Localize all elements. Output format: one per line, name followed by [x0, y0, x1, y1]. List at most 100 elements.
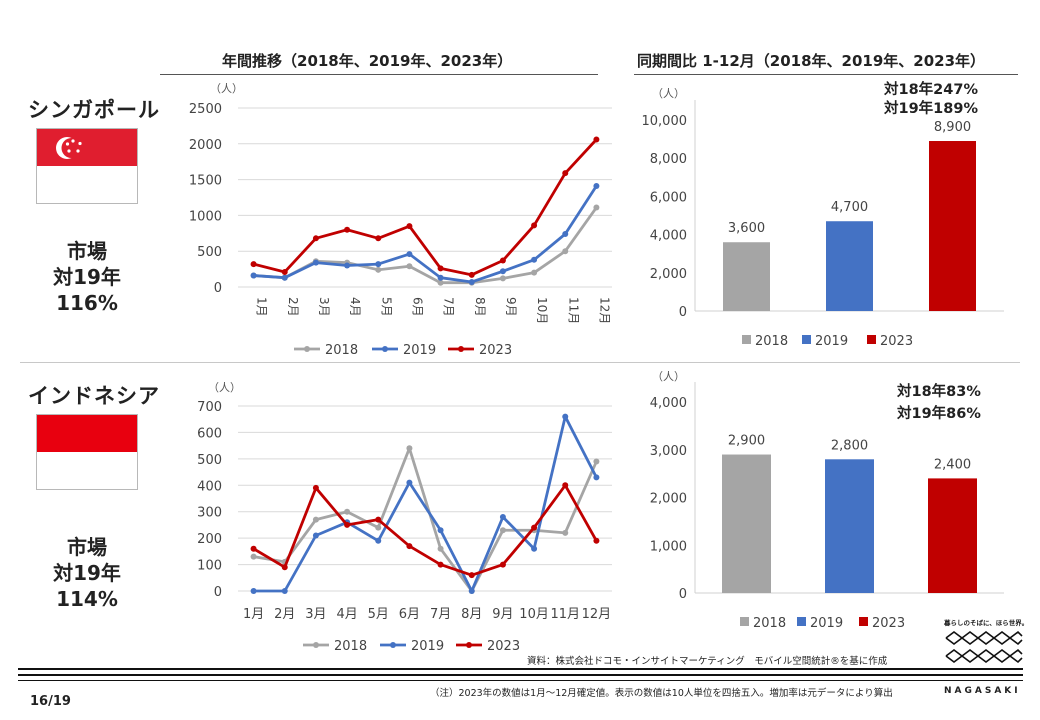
singapore-flag — [36, 128, 138, 204]
data-point — [531, 524, 538, 531]
data-point — [406, 251, 413, 258]
footer-rule-middle — [18, 674, 1023, 676]
annual-trend-heading: 年間推移（2018年、2019年、2023年） — [222, 52, 513, 70]
x-tick-label: 5月 — [379, 297, 393, 317]
y-tick-label: 2,000 — [650, 492, 687, 507]
x-tick-label: 9月 — [492, 607, 513, 622]
data-point — [499, 268, 506, 275]
source-note: 資料：株式会社ドコモ・インサイトマーケティング モバイル空間統計®を基に作成 — [527, 656, 888, 667]
data-point — [250, 272, 257, 279]
legend-swatch-2023 — [867, 335, 876, 344]
legend-label-2018: 2018 — [325, 343, 358, 358]
data-point — [499, 527, 506, 534]
x-tick-label: 8月 — [461, 607, 482, 622]
data-point — [437, 265, 444, 272]
y-tick-label: 100 — [197, 559, 222, 574]
data-point — [344, 226, 351, 233]
data-point — [375, 524, 382, 531]
data-point — [250, 588, 257, 594]
y-tick-label: 3,000 — [650, 444, 687, 459]
bar-value-label: 8,900 — [934, 120, 971, 135]
y-tick-label: 600 — [197, 426, 222, 441]
growth-annotation: 対18年83% — [896, 382, 981, 400]
x-tick-label: 12月 — [597, 297, 611, 324]
x-tick-label: 2月 — [286, 297, 300, 317]
data-point — [281, 274, 288, 281]
legend-marker-2023 — [466, 642, 472, 648]
legend-swatch-2023 — [859, 617, 868, 626]
y-tick-label: 2000 — [189, 138, 222, 153]
legend-label-2019: 2019 — [815, 334, 848, 349]
data-point — [437, 561, 444, 568]
y-axis-unit-label: （人） — [210, 82, 243, 95]
y-tick-label: 10,000 — [642, 114, 688, 129]
bar-value-label: 3,600 — [728, 221, 765, 236]
logo-tagline: 暮らしのそばに、ほら世界。 — [944, 619, 1029, 627]
data-point — [375, 516, 382, 523]
data-point — [312, 484, 319, 491]
data-point — [499, 257, 506, 264]
section-divider — [20, 362, 1020, 363]
indonesia-market-ratio: 市場 対19年 114% — [32, 534, 142, 612]
country-name-singapore: シンガポール — [28, 98, 160, 122]
legend-label-2018: 2018 — [755, 334, 788, 349]
logo-wordmark: NAGASAKI — [944, 686, 1021, 696]
growth-annotation: 対19年189% — [883, 99, 978, 117]
footer-rule-bottom — [18, 680, 1023, 681]
x-tick-label: 4月 — [336, 607, 357, 622]
y-tick-label: 1,000 — [650, 539, 687, 554]
market-label: 市場 — [67, 535, 107, 559]
x-tick-label: 1月 — [255, 297, 269, 317]
data-point — [499, 275, 506, 282]
data-point — [593, 537, 600, 544]
y-tick-label: 2500 — [189, 102, 222, 117]
data-point — [375, 235, 382, 242]
y-tick-label: 300 — [197, 506, 222, 521]
country-name-indonesia: インドネシア — [28, 384, 160, 408]
bar-value-label: 2,900 — [728, 434, 765, 449]
period-comparison-heading: 同期間比 1-12月（2018年、2019年、2023年） — [637, 52, 986, 70]
y-axis-unit-label: （人） — [208, 381, 241, 394]
legend-label-2023: 2023 — [880, 334, 913, 349]
y-tick-label: 1000 — [189, 209, 222, 224]
data-point — [250, 261, 257, 268]
data-point — [250, 545, 257, 552]
data-point — [468, 271, 475, 278]
bar-value-label: 2,800 — [831, 438, 868, 453]
data-point — [344, 508, 351, 515]
y-tick-label: 0 — [214, 585, 222, 600]
indonesia-monthly-line-chart: （人） 0 100 200 300 400 500 600 700 1月 2月 3月 4月 5月 6月 7月 8… — [197, 381, 612, 654]
legend-marker-2018 — [313, 642, 319, 648]
x-tick-label: 5月 — [368, 607, 389, 622]
data-point — [281, 588, 288, 594]
data-point — [531, 269, 538, 276]
data-point — [562, 482, 569, 489]
y-tick-label: 500 — [197, 453, 222, 468]
series-line-2019 — [253, 185, 598, 284]
data-point — [312, 259, 319, 266]
data-point — [437, 274, 444, 281]
data-point — [562, 231, 569, 238]
data-point — [531, 545, 538, 552]
data-point — [499, 514, 506, 520]
x-tick-label: 3月 — [317, 297, 331, 317]
data-point — [531, 256, 538, 263]
y-tick-label: 0 — [679, 305, 687, 320]
x-tick-label: 1月 — [243, 607, 264, 622]
data-point — [312, 235, 319, 242]
y-tick-label: 500 — [197, 245, 222, 260]
data-point — [406, 445, 413, 452]
x-tick-label: 7月 — [430, 607, 451, 622]
x-tick-label: 2月 — [274, 607, 295, 622]
data-point — [593, 474, 600, 481]
legend-label-2018: 2018 — [753, 616, 786, 631]
x-tick-label: 4月 — [348, 297, 362, 317]
x-tick-label: 8月 — [473, 297, 487, 317]
y-tick-label: 700 — [197, 400, 222, 415]
legend-label-2018: 2018 — [334, 639, 367, 654]
data-point — [437, 527, 444, 534]
legend-marker-2023 — [458, 346, 464, 352]
data-note: （注）2023年の数値は1月～12月確定値。表示の数値は10人単位を四捨五入。増… — [430, 688, 893, 699]
data-point — [562, 248, 569, 255]
x-tick-label: 11月 — [550, 607, 580, 622]
